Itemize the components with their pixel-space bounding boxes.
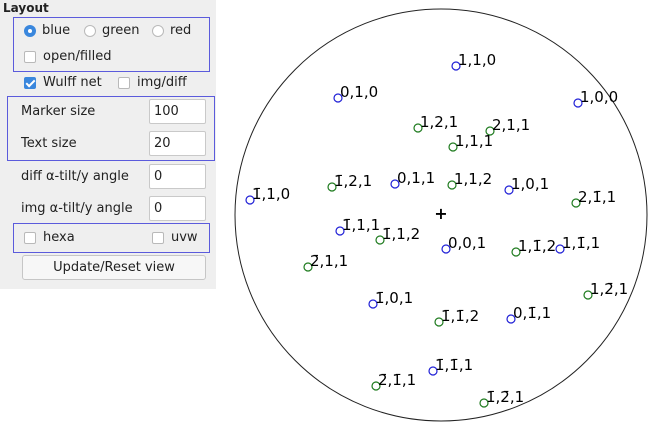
layout-section-title: Layout [3,1,49,15]
pole-marker [375,235,385,245]
img-diff-label: img/diff [137,75,187,90]
pole-marker [413,123,423,133]
center-cross: + [434,204,447,223]
pole-label: 1,0,0 [580,88,618,106]
wulff-net-box [24,76,36,89]
hexa-checkbox[interactable]: hexa [24,230,75,245]
pole-marker [511,247,521,257]
color-group [13,17,210,72]
pole-marker [447,180,457,190]
radio-green[interactable]: green [84,23,140,38]
open-filled-checkbox[interactable]: open/filled [24,49,112,64]
img-tilt-input[interactable]: 0 [149,196,206,221]
pole-label: 1,2,1 [420,113,458,131]
pole-label: 1,1̄,1 [562,234,600,252]
pole-marker [504,185,514,195]
pole-marker [327,182,337,192]
img-diff-checkbox[interactable]: img/diff [118,75,187,90]
hexa-label: hexa [43,230,75,245]
pole-marker [335,226,345,236]
wulff-net-checkbox[interactable]: Wulff net [24,75,102,90]
marker-size-input[interactable]: 100 [149,99,206,124]
pole-label: 0,0,1 [448,234,486,252]
pole-label: 1̄,2̄,1 [486,388,524,406]
pole-marker [479,398,489,408]
uvw-checkbox[interactable]: uvw [152,230,198,245]
radio-red[interactable]: red [152,23,191,38]
pole-label: 1,1,2 [454,170,492,188]
pole-label: 0,1,1 [397,169,435,187]
open-filled-box [24,50,36,63]
update-reset-view-button[interactable]: Update/Reset view [22,255,206,280]
pole-label: 1̄,2,1 [334,172,372,190]
pole-label: 2,1,1 [492,116,530,134]
pole-label: 1̄,1̄,2 [441,307,479,325]
pole-label: 2̄,1̄,1 [378,371,416,389]
pole-label: 1,1,1 [455,132,493,150]
pole-label: 1̄,1,1 [342,216,380,234]
pole-marker [390,179,400,189]
settings-panel: Layout blue green red open/filled Wulff … [0,0,216,289]
pole-label: 1,1,0 [458,51,496,69]
size-group [7,96,215,161]
pole-group: 1,1,0 0,1,0 1,0,0 1,2,1 2,1,11,1,1 1̄,2,1 0,1,… [245,51,628,408]
pole-marker [441,244,451,254]
pole-marker [333,93,343,103]
pole-marker [506,314,516,324]
pole-label: 1̄,1,0 [252,185,290,203]
pole-label: 2̄,1,1 [310,252,348,270]
radio-blue-label: blue [42,23,71,38]
diff-tilt-label: diff α-tilt/y angle [21,169,129,184]
text-size-label: Text size [21,136,77,151]
stereographic-projection[interactable]: + 1,1,0 0,1,0 1,0,0 1,2,1 2,1,11,1,1 1̄,2,1 0,… [216,0,669,427]
pole-marker [434,317,444,327]
pole-marker [451,61,461,71]
radio-blue-indicator [24,24,36,37]
pole-marker [371,381,381,391]
pole-label: 1̄,1,2 [382,225,420,243]
uvw-box [152,231,164,244]
pole-label: 1,0,1 [511,175,549,193]
pole-marker [583,290,593,300]
uvw-label: uvw [171,230,198,245]
pole-label: 1̄,1̄,1 [435,356,473,374]
radio-red-indicator [152,24,164,37]
radio-green-label: green [102,23,140,38]
pole-marker [448,142,458,152]
radio-blue[interactable]: blue [24,23,70,38]
pole-marker [485,126,495,136]
pole-marker [428,366,438,376]
projection-circle [234,8,648,422]
index-group [13,223,210,253]
pole-label: 1,2̄,1 [590,280,628,298]
pole-marker [571,198,581,208]
pole-marker [303,262,313,272]
open-filled-label: open/filled [43,49,112,64]
pole-label: 0,1̄,1 [513,304,551,322]
pole-marker [555,244,565,254]
pole-label: 2,1̄,1 [578,188,616,206]
pole-marker [573,98,583,108]
text-size-input[interactable]: 20 [149,131,206,156]
pole-label: 1,1̄,2 [518,237,556,255]
marker-size-label: Marker size [21,104,96,119]
pole-marker [368,299,378,309]
pole-label: 0,1,0 [340,83,378,101]
pole-marker [245,195,255,205]
radio-red-label: red [170,23,192,38]
img-diff-box [118,76,130,89]
img-tilt-label: img α-tilt/y angle [21,201,133,216]
diff-tilt-input[interactable]: 0 [149,164,206,189]
wulff-net-label: Wulff net [43,75,102,90]
radio-green-indicator [84,24,96,37]
hexa-box [24,231,36,244]
pole-label: 1̄,0,1 [375,289,413,307]
